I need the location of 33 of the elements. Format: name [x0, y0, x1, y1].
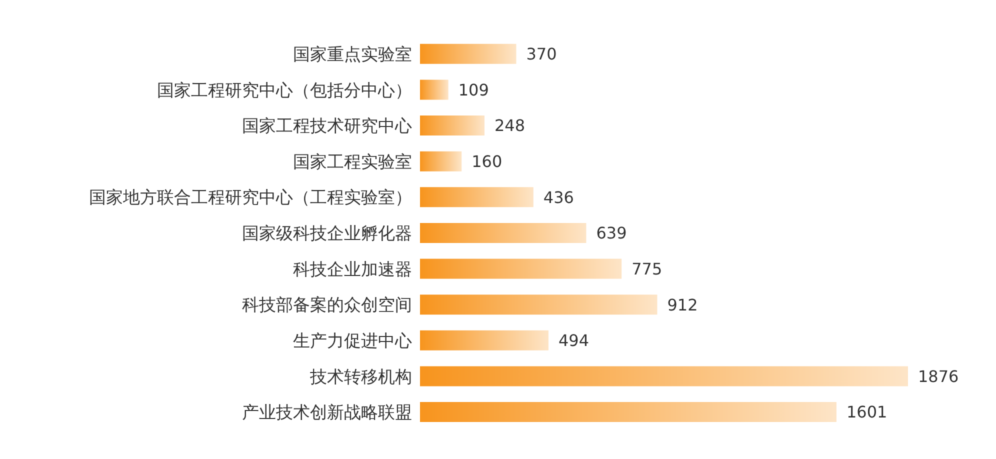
bar [420, 222, 586, 243]
y-tick-label: 科技部备案的众创空间 [242, 296, 412, 316]
data-label: 639 [596, 224, 627, 243]
y-tick-label: 技术转移机构 [309, 367, 412, 388]
y-tick-label: 国家工程实验室 [293, 152, 412, 172]
data-label: 775 [632, 259, 662, 278]
data-label: 109 [458, 80, 489, 100]
bar [420, 187, 534, 208]
data-label: 248 [494, 116, 526, 136]
data-label: 370 [526, 44, 557, 64]
y-tick-label: 生产力促进中心 [293, 331, 412, 352]
bar [420, 294, 658, 315]
bar [420, 80, 448, 100]
bar [420, 366, 908, 386]
y-tick-label: 国家级科技企业孵化器 [242, 224, 412, 244]
bar [420, 116, 485, 136]
data-label: 1601 [846, 402, 888, 422]
data-label: 160 [472, 152, 502, 172]
data-label: 436 [543, 188, 574, 207]
y-tick-label: 产业技术创新战略联盟 [242, 403, 412, 424]
bar [420, 151, 462, 172]
y-tick-label: 国家地方联合工程研究中心（工程实验室） [89, 188, 412, 208]
data-label: 1876 [918, 366, 959, 386]
bar [420, 44, 516, 64]
bar [420, 330, 549, 350]
y-tick-label: 国家重点实验室 [293, 44, 412, 65]
y-tick-label: 国家工程研究中心（包括分中心） [157, 80, 412, 101]
bar [420, 402, 836, 422]
data-label: 912 [667, 295, 698, 314]
bar [420, 258, 622, 279]
data-label: 494 [558, 331, 590, 350]
y-tick-label: 国家工程技术研究中心 [242, 116, 412, 137]
y-tick-label: 科技企业加速器 [293, 260, 412, 280]
